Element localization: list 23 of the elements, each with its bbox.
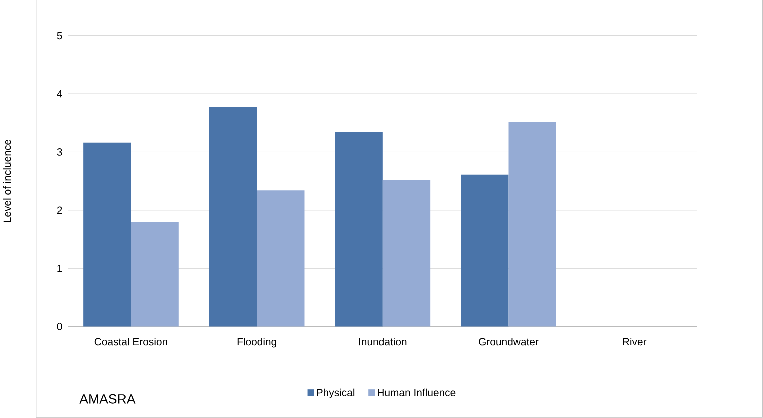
- bar: [84, 142, 132, 327]
- y-tick-label: 3: [57, 148, 62, 156]
- bar: [461, 174, 509, 327]
- legend-label: Physical: [317, 388, 355, 399]
- x-tick-label: River: [623, 338, 647, 346]
- bar: [257, 190, 305, 327]
- y-tick-label: 1: [58, 264, 62, 272]
- y-tick-label: 5: [57, 32, 62, 40]
- x-tick-label: Groundwater: [479, 338, 539, 346]
- legend-label: Human Influence: [378, 388, 456, 397]
- bar: [508, 122, 556, 327]
- x-tick-label: Flooding: [238, 338, 276, 348]
- bar: [209, 107, 258, 327]
- text: AMASRA: [80, 394, 136, 404]
- y-axis-title: Level of incluence: [3, 140, 12, 222]
- x-tick-label: Coastal Erosion: [94, 338, 168, 346]
- bar: [335, 132, 383, 327]
- y-tick-label: 0: [57, 323, 62, 330]
- bar: [382, 180, 431, 327]
- x-tick-label: Inundation: [359, 338, 407, 346]
- y-tick-label: 4: [57, 90, 62, 98]
- bar: [131, 222, 179, 327]
- y-tick-label: 2: [57, 206, 62, 214]
